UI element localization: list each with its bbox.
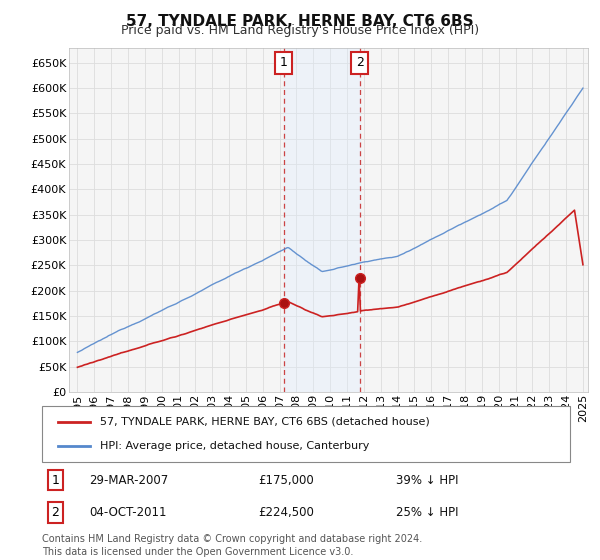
Text: 04-OCT-2011: 04-OCT-2011	[89, 506, 167, 519]
Text: £224,500: £224,500	[259, 506, 314, 519]
Text: £175,000: £175,000	[259, 474, 314, 487]
FancyBboxPatch shape	[42, 406, 570, 462]
Text: Price paid vs. HM Land Registry's House Price Index (HPI): Price paid vs. HM Land Registry's House …	[121, 24, 479, 37]
Text: 25% ↓ HPI: 25% ↓ HPI	[396, 506, 458, 519]
Text: 57, TYNDALE PARK, HERNE BAY, CT6 6BS: 57, TYNDALE PARK, HERNE BAY, CT6 6BS	[126, 14, 474, 29]
Text: 2: 2	[51, 506, 59, 519]
Text: Contains HM Land Registry data © Crown copyright and database right 2024.
This d: Contains HM Land Registry data © Crown c…	[42, 534, 422, 557]
Text: 2: 2	[356, 57, 364, 69]
Text: 29-MAR-2007: 29-MAR-2007	[89, 474, 169, 487]
Bar	[284, 48, 359, 392]
Text: 57, TYNDALE PARK, HERNE BAY, CT6 6BS (detached house): 57, TYNDALE PARK, HERNE BAY, CT6 6BS (de…	[100, 417, 430, 427]
Text: 1: 1	[280, 57, 287, 69]
Text: 1: 1	[51, 474, 59, 487]
Text: HPI: Average price, detached house, Canterbury: HPI: Average price, detached house, Cant…	[100, 441, 370, 451]
Text: 39% ↓ HPI: 39% ↓ HPI	[396, 474, 458, 487]
